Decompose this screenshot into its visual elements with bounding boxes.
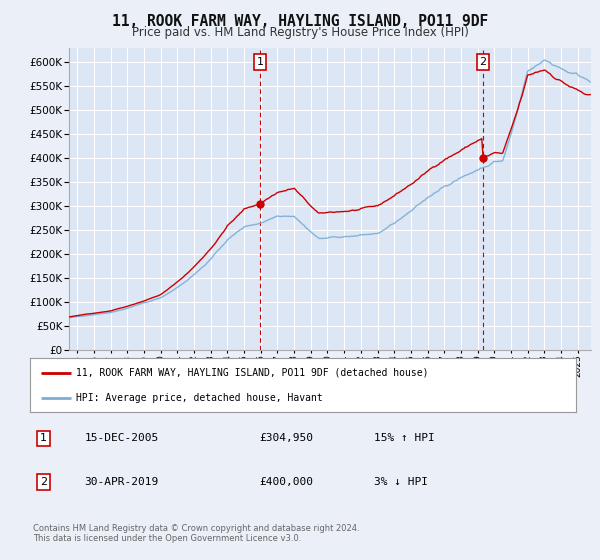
Text: 2: 2	[40, 477, 47, 487]
Text: Contains HM Land Registry data © Crown copyright and database right 2024.
This d: Contains HM Land Registry data © Crown c…	[33, 524, 359, 543]
Text: 1: 1	[40, 433, 47, 444]
Text: £400,000: £400,000	[259, 477, 313, 487]
Text: 11, ROOK FARM WAY, HAYLING ISLAND, PO11 9DF: 11, ROOK FARM WAY, HAYLING ISLAND, PO11 …	[112, 14, 488, 29]
Text: HPI: Average price, detached house, Havant: HPI: Average price, detached house, Hava…	[76, 393, 323, 403]
Text: 30-APR-2019: 30-APR-2019	[85, 477, 159, 487]
Text: 1: 1	[257, 57, 263, 67]
Text: 11, ROOK FARM WAY, HAYLING ISLAND, PO11 9DF (detached house): 11, ROOK FARM WAY, HAYLING ISLAND, PO11 …	[76, 368, 429, 378]
Text: 2: 2	[479, 57, 487, 67]
Text: £304,950: £304,950	[259, 433, 313, 444]
Text: 15% ↑ HPI: 15% ↑ HPI	[374, 433, 435, 444]
Text: 15-DEC-2005: 15-DEC-2005	[85, 433, 159, 444]
Text: 3% ↓ HPI: 3% ↓ HPI	[374, 477, 428, 487]
Text: Price paid vs. HM Land Registry's House Price Index (HPI): Price paid vs. HM Land Registry's House …	[131, 26, 469, 39]
